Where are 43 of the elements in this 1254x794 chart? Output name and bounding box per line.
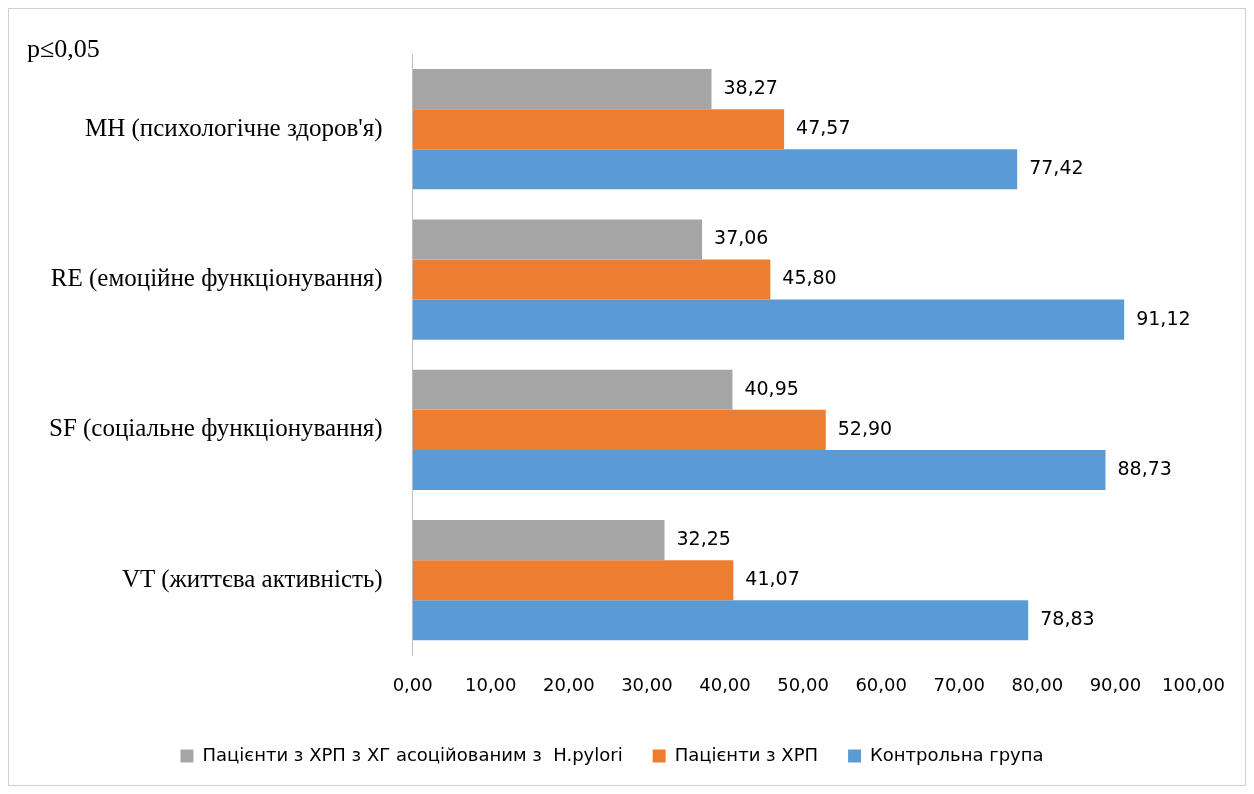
- data-label: 78,83: [1040, 607, 1095, 630]
- data-label: 77,42: [1029, 156, 1084, 179]
- y-tick-label: SF (соціальне функціонування): [48, 414, 383, 443]
- bar: [412, 520, 665, 561]
- x-tick-label: 10,00: [465, 673, 517, 695]
- x-tick-label: 0,00: [392, 673, 433, 695]
- data-label: 37,06: [714, 226, 769, 249]
- bar: [412, 560, 734, 601]
- y-tick-label: MH (психологічне здоров'я): [84, 113, 383, 142]
- bar: [412, 109, 785, 150]
- bar: [412, 299, 1125, 340]
- x-tick-label: 60,00: [855, 673, 907, 695]
- text: p≤0,05: [27, 33, 100, 63]
- bar: [412, 409, 826, 450]
- x-tick-label: 20,00: [543, 673, 595, 695]
- data-label: 40,95: [744, 376, 799, 399]
- bar: [412, 259, 771, 300]
- legend-label: Контрольна група: [870, 743, 1044, 765]
- bar: [412, 149, 1018, 190]
- x-tick-label: 30,00: [621, 673, 673, 695]
- data-label: 91,12: [1136, 306, 1191, 329]
- bar: [412, 600, 1029, 641]
- data-label: 52,90: [837, 416, 893, 439]
- y-tick-label: RE (емоційне функціонування): [50, 264, 383, 293]
- x-tick-label: 90,00: [1089, 673, 1142, 695]
- bar: [412, 69, 712, 110]
- data-label: 88,73: [1117, 456, 1172, 479]
- data-label: 45,80: [782, 266, 837, 289]
- data-label: 41,07: [745, 567, 800, 590]
- data-label: 32,25: [676, 527, 731, 550]
- x-tick-label: 70,00: [933, 673, 986, 695]
- bar: [412, 369, 733, 410]
- legend-label: Пацієнти з ХРП: [674, 743, 819, 765]
- bar: [412, 449, 1106, 491]
- data-label: 38,27: [723, 76, 778, 99]
- legend-label: Пацієнти з ХРП з ХГ асоційованим з H.pylori: [202, 743, 623, 765]
- x-tick-label: 80,00: [1011, 673, 1064, 695]
- bar: [412, 219, 703, 260]
- data-label: 47,57: [796, 116, 851, 139]
- y-tick-label: VT (життєва активність): [122, 564, 383, 593]
- x-tick-label: 40,00: [699, 673, 751, 695]
- x-tick-label: 50,00: [777, 673, 829, 695]
- x-tick-label: 100,00: [1162, 673, 1225, 695]
